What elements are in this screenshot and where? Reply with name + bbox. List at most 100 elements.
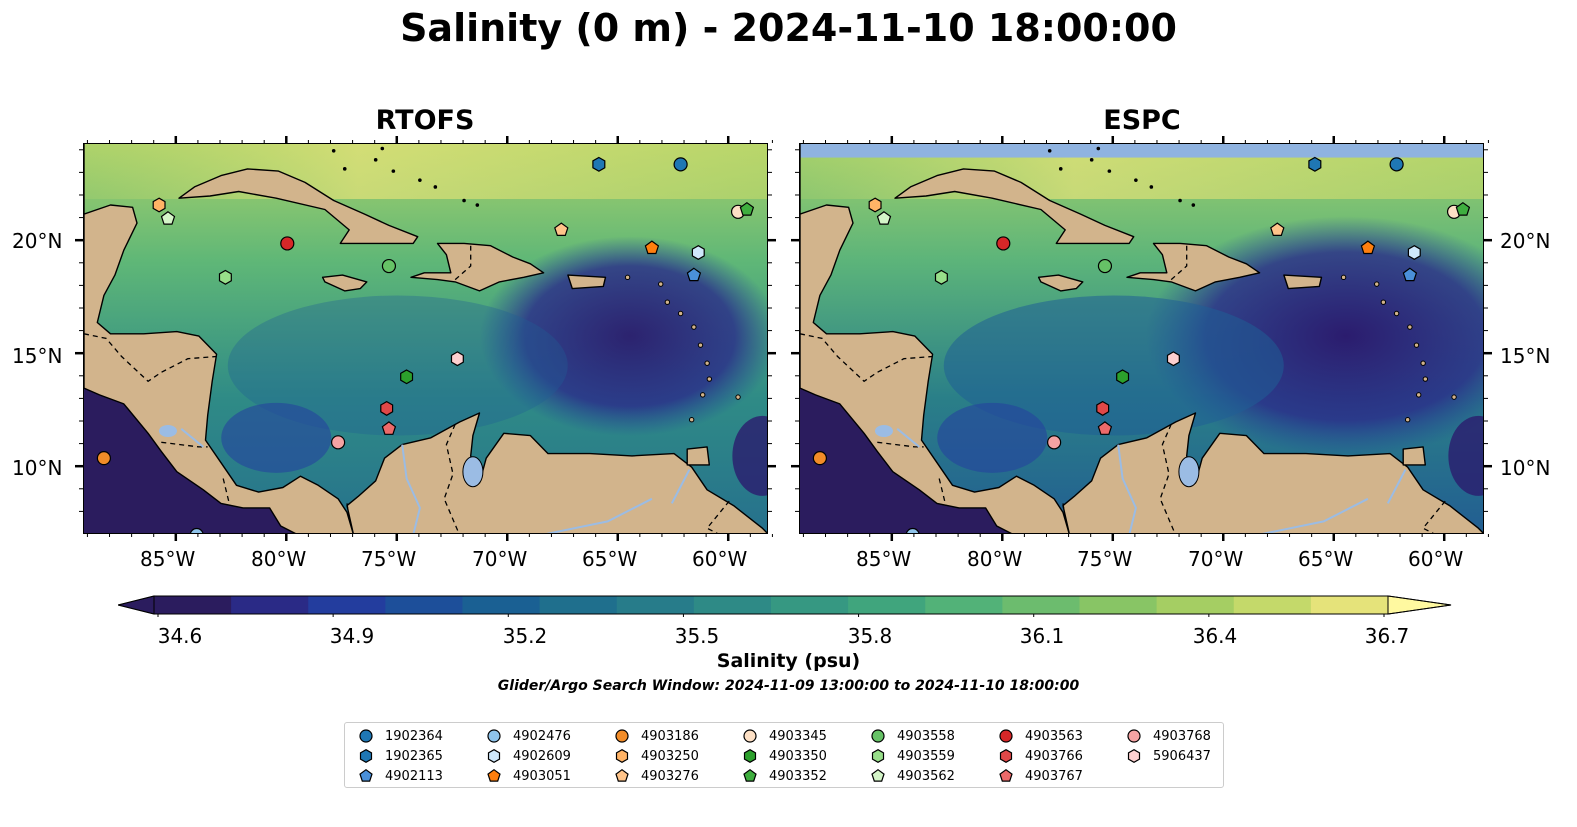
float-4903558 <box>381 258 397 274</box>
colorbar-segment <box>1002 596 1080 614</box>
circle-marker-icon <box>359 729 373 743</box>
colorbar-segment <box>1156 596 1235 614</box>
circle-marker-icon <box>1127 729 1141 743</box>
float-1902364 <box>673 157 688 172</box>
colorbar-tick: 35.2 <box>502 624 548 648</box>
colorbar-segment <box>1233 596 1312 614</box>
float-4903186 <box>812 451 827 466</box>
colorbar-tick: 36.4 <box>1192 624 1238 648</box>
float-4902113 <box>686 267 702 282</box>
legend-label: 4903051 <box>513 768 571 784</box>
pentagon-marker-icon <box>487 768 501 782</box>
lon-label-75w-rtofs: 75°W <box>361 547 417 571</box>
lon-label-80w-espc: 80°W <box>967 547 1023 571</box>
float-4903562 <box>160 211 176 225</box>
lon-label-80w-rtofs: 80°W <box>251 547 307 571</box>
country-border <box>938 478 947 506</box>
river <box>180 428 204 448</box>
search-window-note: Glider/Argo Search Window: 2024-11-09 13… <box>497 678 1080 694</box>
landmass <box>321 274 368 292</box>
float-4902609 <box>691 245 705 260</box>
colorbar-gradient <box>117 595 1452 618</box>
lat-label-20n-right: 20°N <box>1500 229 1551 253</box>
legend-item: 4903558 <box>869 727 955 745</box>
float-4903768 <box>331 435 346 450</box>
float-5906437 <box>1166 351 1180 367</box>
lon-label-70w-espc: 70°W <box>1188 547 1244 571</box>
legend-item: 1902365 <box>357 747 443 765</box>
float-legend: 1902364 1902365 4902113 4902476 4902609 49030… <box>344 722 1224 788</box>
country-border <box>1422 500 1446 533</box>
country-border <box>346 503 350 520</box>
landmass <box>178 168 419 245</box>
float-1902364 <box>1389 157 1404 172</box>
float-5906437 <box>450 351 464 367</box>
float-1902365 <box>592 156 606 172</box>
colorbar-segment <box>539 596 618 614</box>
legend-label: 1902364 <box>385 728 443 744</box>
legend-item: 4902476 <box>485 727 571 745</box>
country-border <box>222 478 231 506</box>
river <box>1117 444 1137 533</box>
float-4903350 <box>400 369 414 385</box>
colorbar-segment <box>231 596 309 614</box>
river <box>546 497 653 533</box>
legend-label: 4903767 <box>1025 768 1083 784</box>
legend-item: 4903562 <box>869 767 955 785</box>
float-4902113 <box>1402 267 1418 282</box>
landmass <box>1283 274 1323 290</box>
panel-title-rtofs: RTOFS <box>375 105 475 136</box>
landmass <box>84 144 354 533</box>
legend-label: 4903276 <box>641 768 699 784</box>
float-4903563 <box>996 236 1011 251</box>
country-border <box>800 333 933 383</box>
legend-label: 4903559 <box>897 748 955 764</box>
legend-label: 4902476 <box>513 728 571 744</box>
float-4903563 <box>280 236 295 251</box>
lon-label-60w-rtofs: 60°W <box>692 547 748 571</box>
colorbar-segment <box>385 596 463 614</box>
circle-marker-icon <box>871 729 885 743</box>
colorbar-tick: 34.9 <box>329 624 375 648</box>
lake-maracaibo <box>1178 456 1200 488</box>
circle-marker-icon <box>615 729 629 743</box>
float-4903767 <box>381 421 397 435</box>
legend-item: 4903559 <box>869 747 955 765</box>
colorbar-segment <box>616 596 695 614</box>
landmass <box>686 446 710 466</box>
country-border <box>454 245 472 281</box>
lat-label-10n-left: 10°N <box>12 456 63 480</box>
colorbar-tick: 35.8 <box>847 624 893 648</box>
float-4903766 <box>380 400 394 416</box>
lon-label-60w-espc: 60°W <box>1408 547 1464 571</box>
legend-item: 1902364 <box>357 727 443 745</box>
landmass <box>346 412 767 533</box>
float-4903186 <box>96 451 111 466</box>
pentagon-marker-icon <box>615 768 629 782</box>
float-4903276 <box>554 222 569 237</box>
lon-label-65w-espc: 65°W <box>1298 547 1354 571</box>
colorbar <box>117 595 1453 621</box>
colorbar-max-extend <box>1387 595 1452 615</box>
legend-item: 4903350 <box>741 747 827 765</box>
hexagon-marker-icon <box>615 749 629 763</box>
colorbar-segment <box>925 596 1003 614</box>
legend-label: 4903558 <box>897 728 955 744</box>
lat-label-10n-right: 10°N <box>1500 456 1551 480</box>
map-panel-rtofs <box>83 143 768 534</box>
float-4903276 <box>1270 222 1285 237</box>
legend-label: 4903352 <box>769 768 827 784</box>
legend-item: 4902609 <box>485 747 571 765</box>
hexagon-marker-icon <box>999 749 1013 763</box>
lon-label-65w-rtofs: 65°W <box>582 547 638 571</box>
river <box>896 428 920 448</box>
colorbar-segment <box>1079 596 1158 614</box>
float-4903768 <box>1047 435 1062 450</box>
legend-label: 4902113 <box>385 768 443 784</box>
hexagon-marker-icon <box>871 749 885 763</box>
colorbar-segment <box>771 596 849 614</box>
hexagon-marker-icon <box>743 749 757 763</box>
legend-label: 5906437 <box>1153 748 1211 764</box>
pentagon-marker-icon <box>871 768 885 782</box>
legend-label: 1902365 <box>385 748 443 764</box>
